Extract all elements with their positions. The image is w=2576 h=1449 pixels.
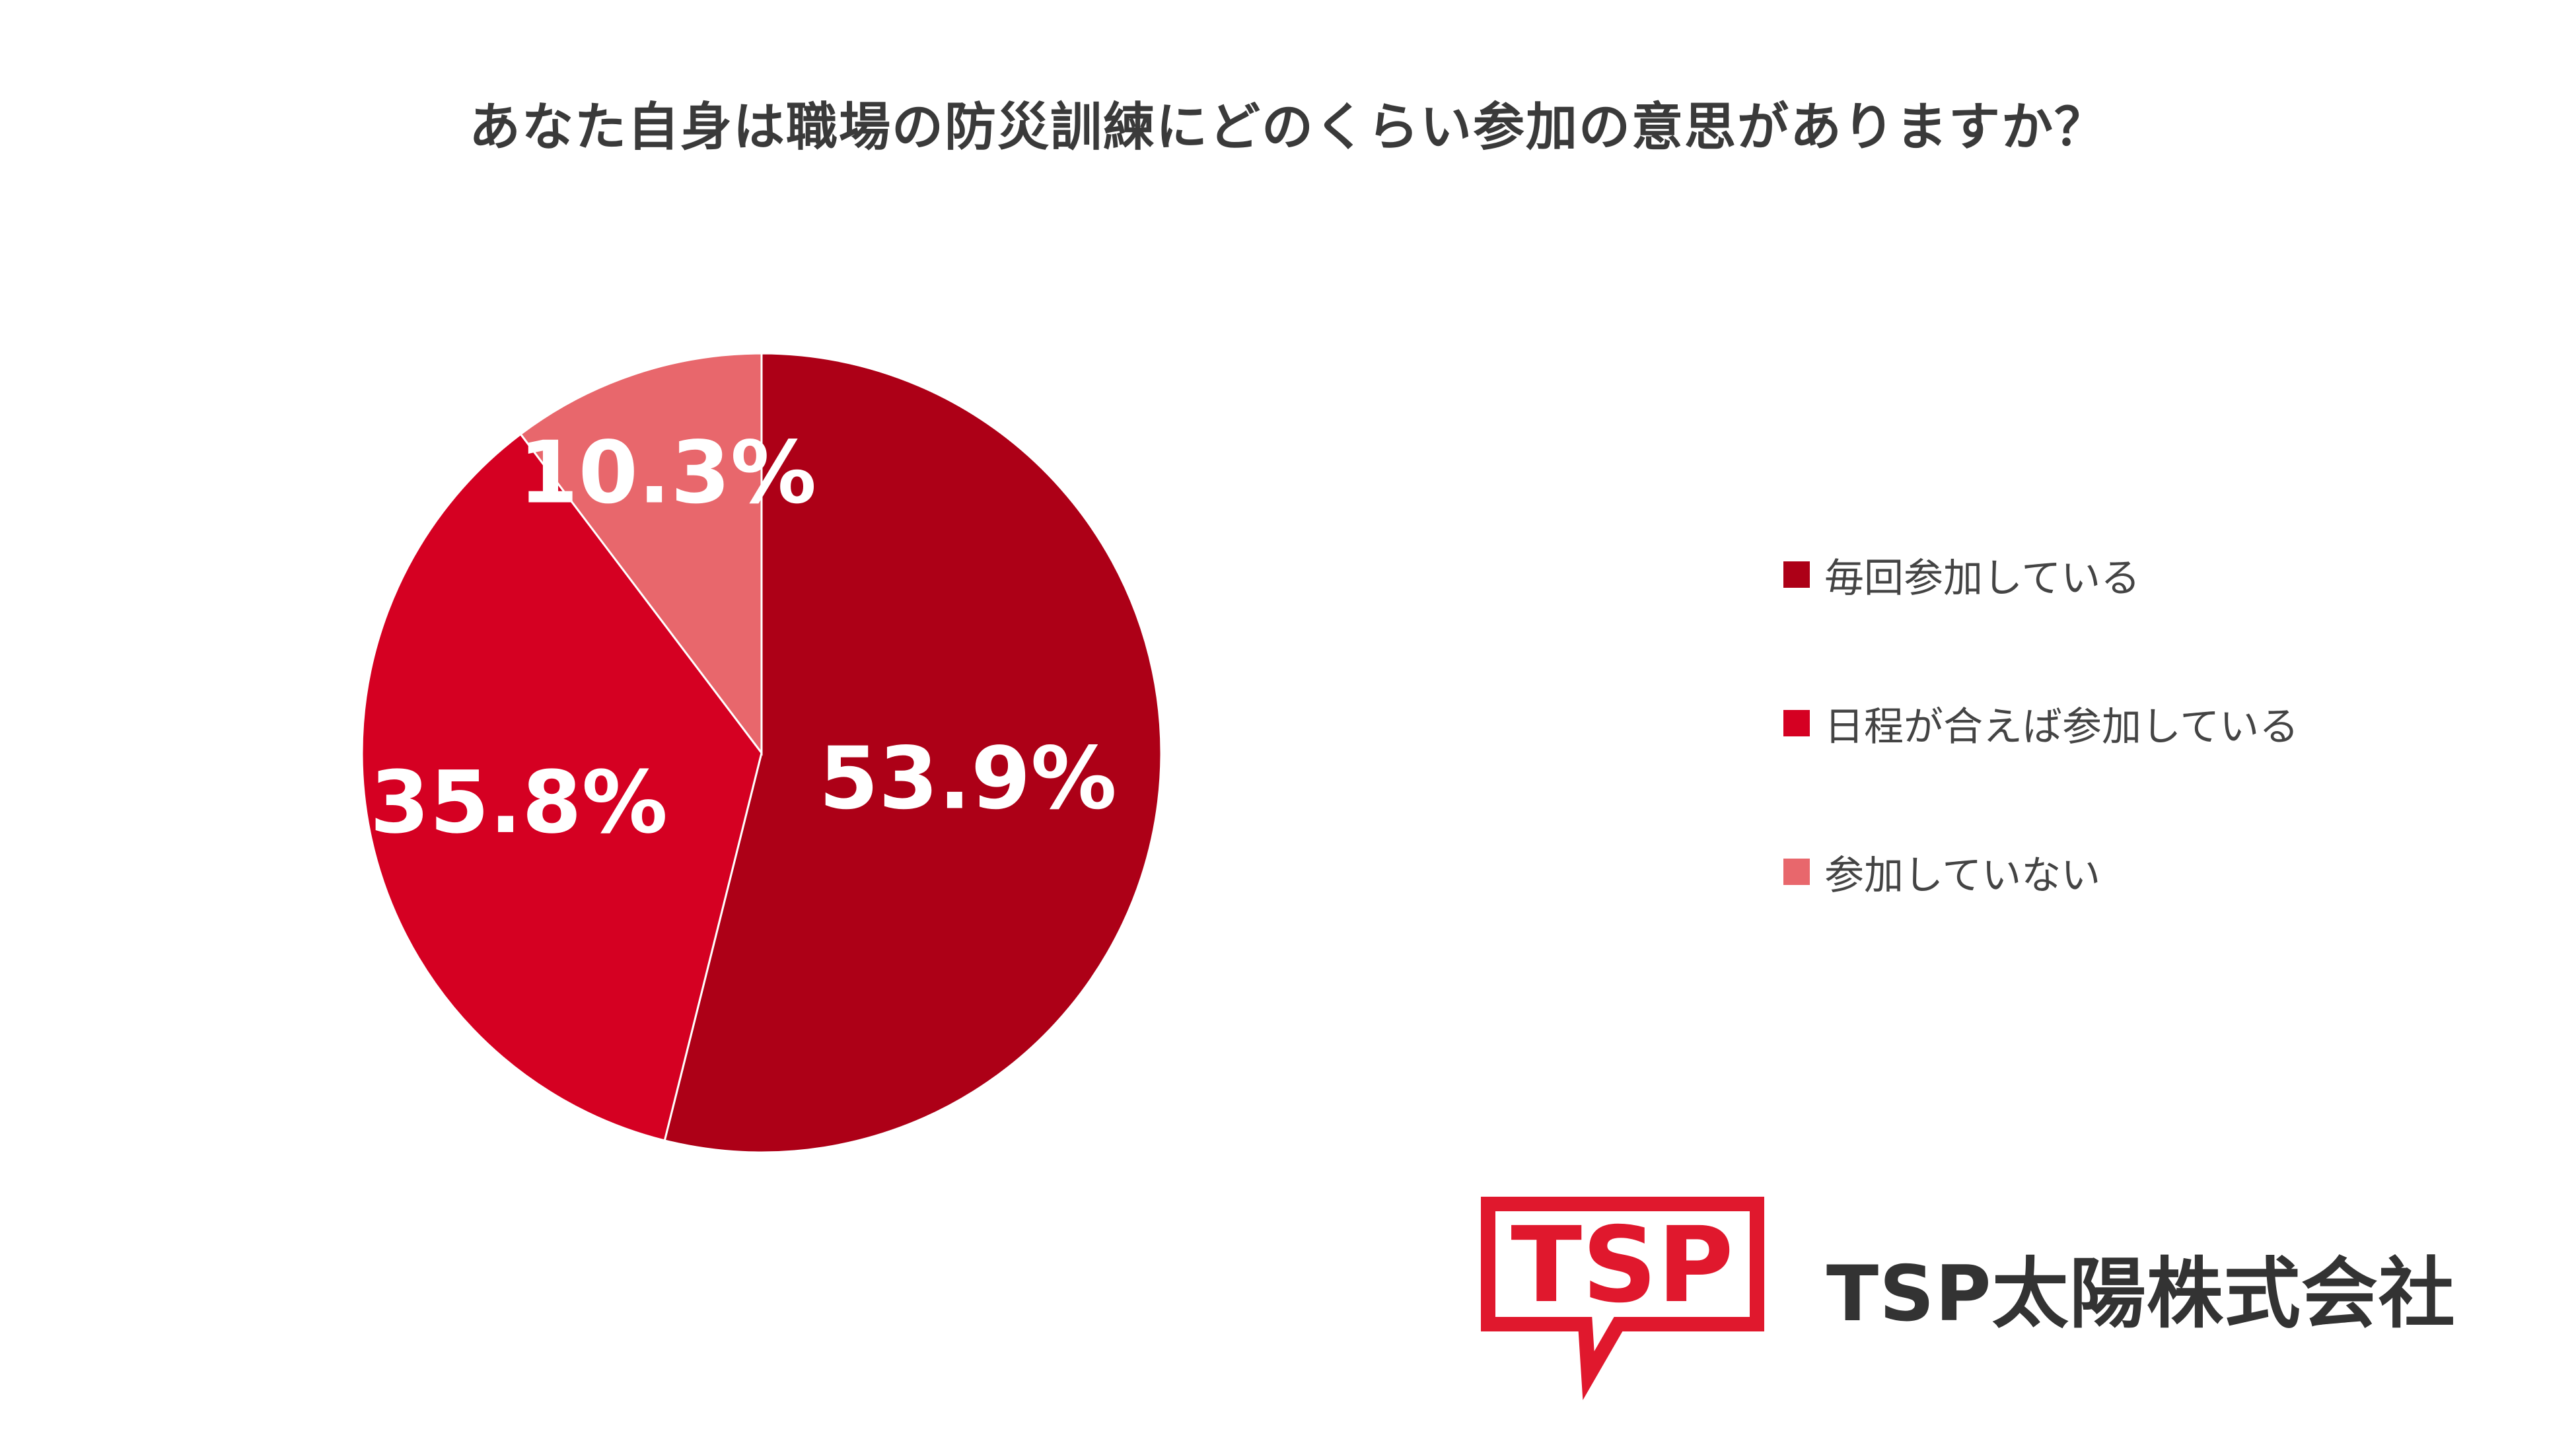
logo-mark-text: TSP bbox=[1511, 1205, 1733, 1326]
legend-item: 毎回参加している bbox=[1783, 542, 2299, 608]
company-name: TSP太陽株式会社 bbox=[1826, 1250, 2456, 1339]
legend-label: 日程が合えば参加している bbox=[1824, 703, 2299, 750]
chart-legend: 毎回参加している 日程が合えば参加している 参加していない bbox=[1783, 542, 2299, 987]
pie-slice bbox=[361, 433, 763, 1142]
legend-item: 日程が合えば参加している bbox=[1783, 690, 2299, 756]
pie-slice bbox=[663, 352, 1163, 1154]
speech-bubble-icon bbox=[1481, 1197, 1764, 1401]
pie-slice bbox=[519, 352, 763, 756]
pie-data-label: 53.9% bbox=[819, 728, 1117, 828]
legend-swatch bbox=[1783, 710, 1810, 736]
pie-labels: 53.9% 35.8% 10.3% bbox=[370, 423, 1117, 853]
pie-data-label: 35.8% bbox=[370, 752, 668, 853]
legend-swatch bbox=[1783, 859, 1810, 885]
pie-data-label: 10.3% bbox=[519, 423, 816, 523]
legend-swatch bbox=[1783, 561, 1810, 588]
company-logo: TSP TSP太陽株式会社 bbox=[1476, 1192, 2507, 1410]
pie-slices bbox=[361, 352, 1163, 1154]
tsp-logo-mark: TSP bbox=[1481, 1197, 1764, 1401]
legend-item: 参加していない bbox=[1783, 839, 2299, 905]
legend-label: 参加していない bbox=[1824, 852, 2101, 899]
chart-title: あなた自身は職場の防災訓練にどのくらい参加の意思がありますか？ bbox=[468, 98, 2107, 157]
legend-label: 毎回参加している bbox=[1824, 555, 2141, 602]
